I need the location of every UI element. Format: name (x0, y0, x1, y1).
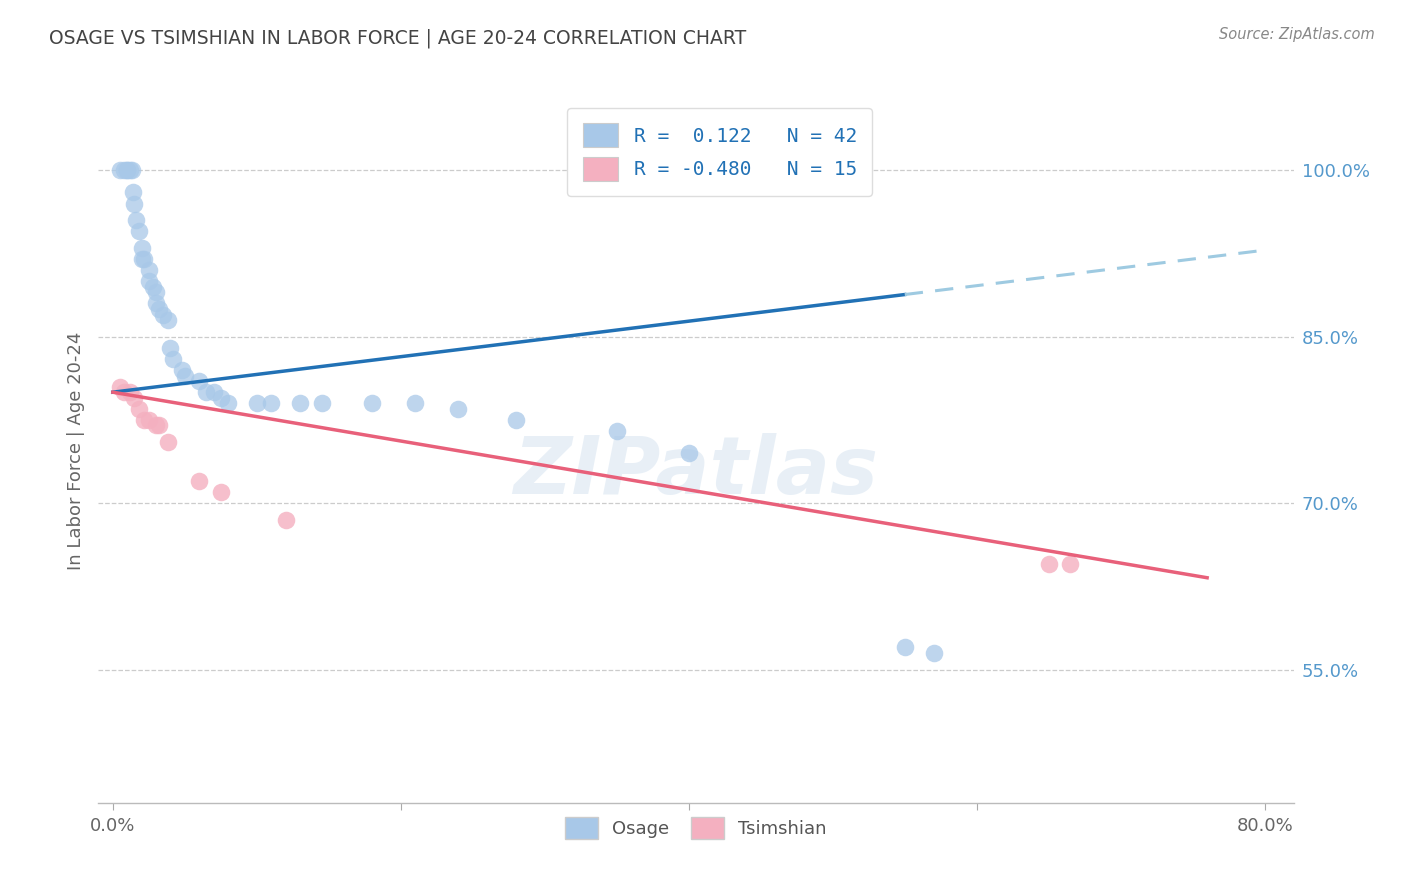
Point (217, 396, 239, 410)
Point (893, 640, 915, 655)
Point (195, 385, 218, 400)
Point (145, 418, 167, 433)
Legend: Osage, Tsimshian: Osage, Tsimshian (558, 810, 834, 847)
Point (202, 385, 225, 400)
Point (274, 513, 297, 527)
Point (678, 446, 700, 460)
Point (108, 163, 131, 178)
Point (148, 418, 170, 433)
Point (124, 391, 146, 405)
Point (124, 196, 146, 211)
Point (138, 263, 160, 277)
Point (115, 163, 138, 178)
Point (288, 396, 311, 410)
Text: OSAGE VS TSIMSHIAN IN LABOR FORCE | AGE 20-24 CORRELATION CHART: OSAGE VS TSIMSHIAN IN LABOR FORCE | AGE … (49, 29, 747, 48)
Point (209, 485, 232, 500)
Point (1038, 558, 1060, 572)
Point (170, 363, 193, 377)
Point (145, 285, 167, 300)
Point (120, 385, 142, 400)
Point (112, 163, 135, 178)
Point (145, 296, 167, 310)
Point (134, 413, 156, 427)
Point (209, 391, 232, 405)
Point (128, 401, 150, 416)
Point (115, 163, 138, 178)
Point (260, 396, 283, 410)
Point (162, 351, 184, 366)
Point (188, 474, 211, 488)
Point (138, 274, 160, 288)
Point (128, 224, 150, 238)
Point (138, 413, 160, 427)
Point (606, 424, 628, 438)
Point (173, 368, 195, 383)
Point (246, 396, 269, 410)
Point (120, 163, 142, 178)
Point (121, 163, 143, 178)
Point (311, 396, 333, 410)
Point (108, 379, 131, 393)
Point (505, 413, 527, 427)
Point (152, 308, 174, 322)
Point (159, 341, 181, 355)
Point (188, 374, 211, 388)
Point (125, 213, 148, 227)
Point (361, 396, 384, 410)
Point (142, 279, 165, 293)
Point (1059, 558, 1081, 572)
Text: ZIPatlas: ZIPatlas (513, 433, 879, 510)
Point (148, 301, 170, 316)
Y-axis label: In Labor Force | Age 20-24: In Labor Force | Age 20-24 (66, 331, 84, 570)
Point (131, 252, 153, 266)
Text: Source: ZipAtlas.com: Source: ZipAtlas.com (1219, 27, 1375, 42)
Point (156, 435, 179, 450)
Point (922, 646, 945, 660)
Point (112, 385, 135, 400)
Point (131, 241, 153, 255)
Point (134, 252, 156, 266)
Point (122, 186, 145, 200)
Point (447, 401, 470, 416)
Point (156, 313, 179, 327)
Point (404, 396, 426, 410)
